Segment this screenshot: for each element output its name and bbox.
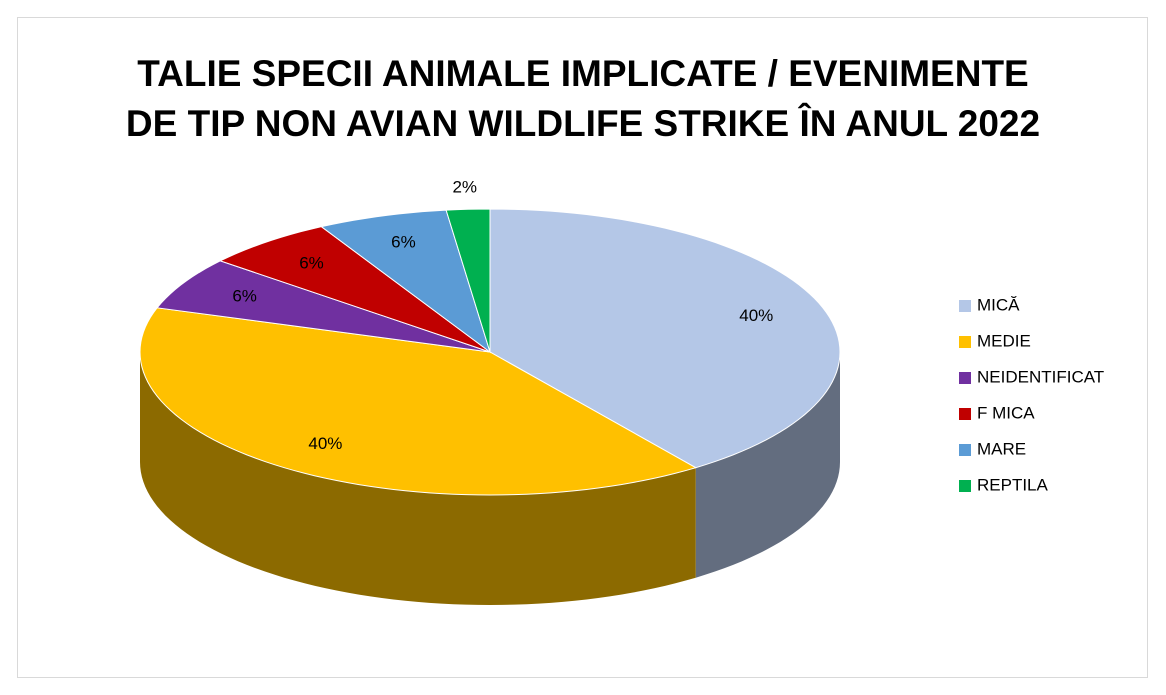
data-label: 40%: [739, 306, 773, 325]
slice: [445, 208, 491, 353]
data-label: 2%: [452, 177, 477, 196]
legend-swatch: [959, 444, 971, 456]
legend-label: MICĂ: [977, 295, 1020, 314]
data-label: 6%: [391, 233, 416, 252]
slice: [489, 208, 841, 469]
slice: [139, 307, 698, 496]
legend-swatch: [959, 372, 971, 384]
legend-swatch: [959, 300, 971, 312]
legend-swatch: [959, 408, 971, 420]
chart-title: DE TIP NON AVIAN WILDLIFE STRIKE ÎN ANUL…: [126, 102, 1040, 144]
chart-title: TALIE SPECII ANIMALE IMPLICATE / EVENIME…: [137, 53, 1028, 94]
slice-side: [695, 352, 840, 578]
data-label: 40%: [308, 434, 342, 453]
slice: [218, 226, 491, 353]
legend-label: REPTILA: [977, 475, 1049, 494]
legend-label: NEIDENTIFICAT: [977, 367, 1104, 386]
data-label: 6%: [232, 286, 257, 305]
slice: [320, 209, 491, 354]
legend-swatch: [959, 480, 971, 492]
legend-swatch: [959, 336, 971, 348]
legend-label: MARE: [977, 439, 1026, 458]
legend-label: F MICA: [977, 403, 1035, 422]
slice-side: [140, 352, 696, 605]
slice: [156, 260, 491, 353]
legend-label: MEDIE: [977, 331, 1031, 350]
data-label: 6%: [299, 253, 324, 272]
